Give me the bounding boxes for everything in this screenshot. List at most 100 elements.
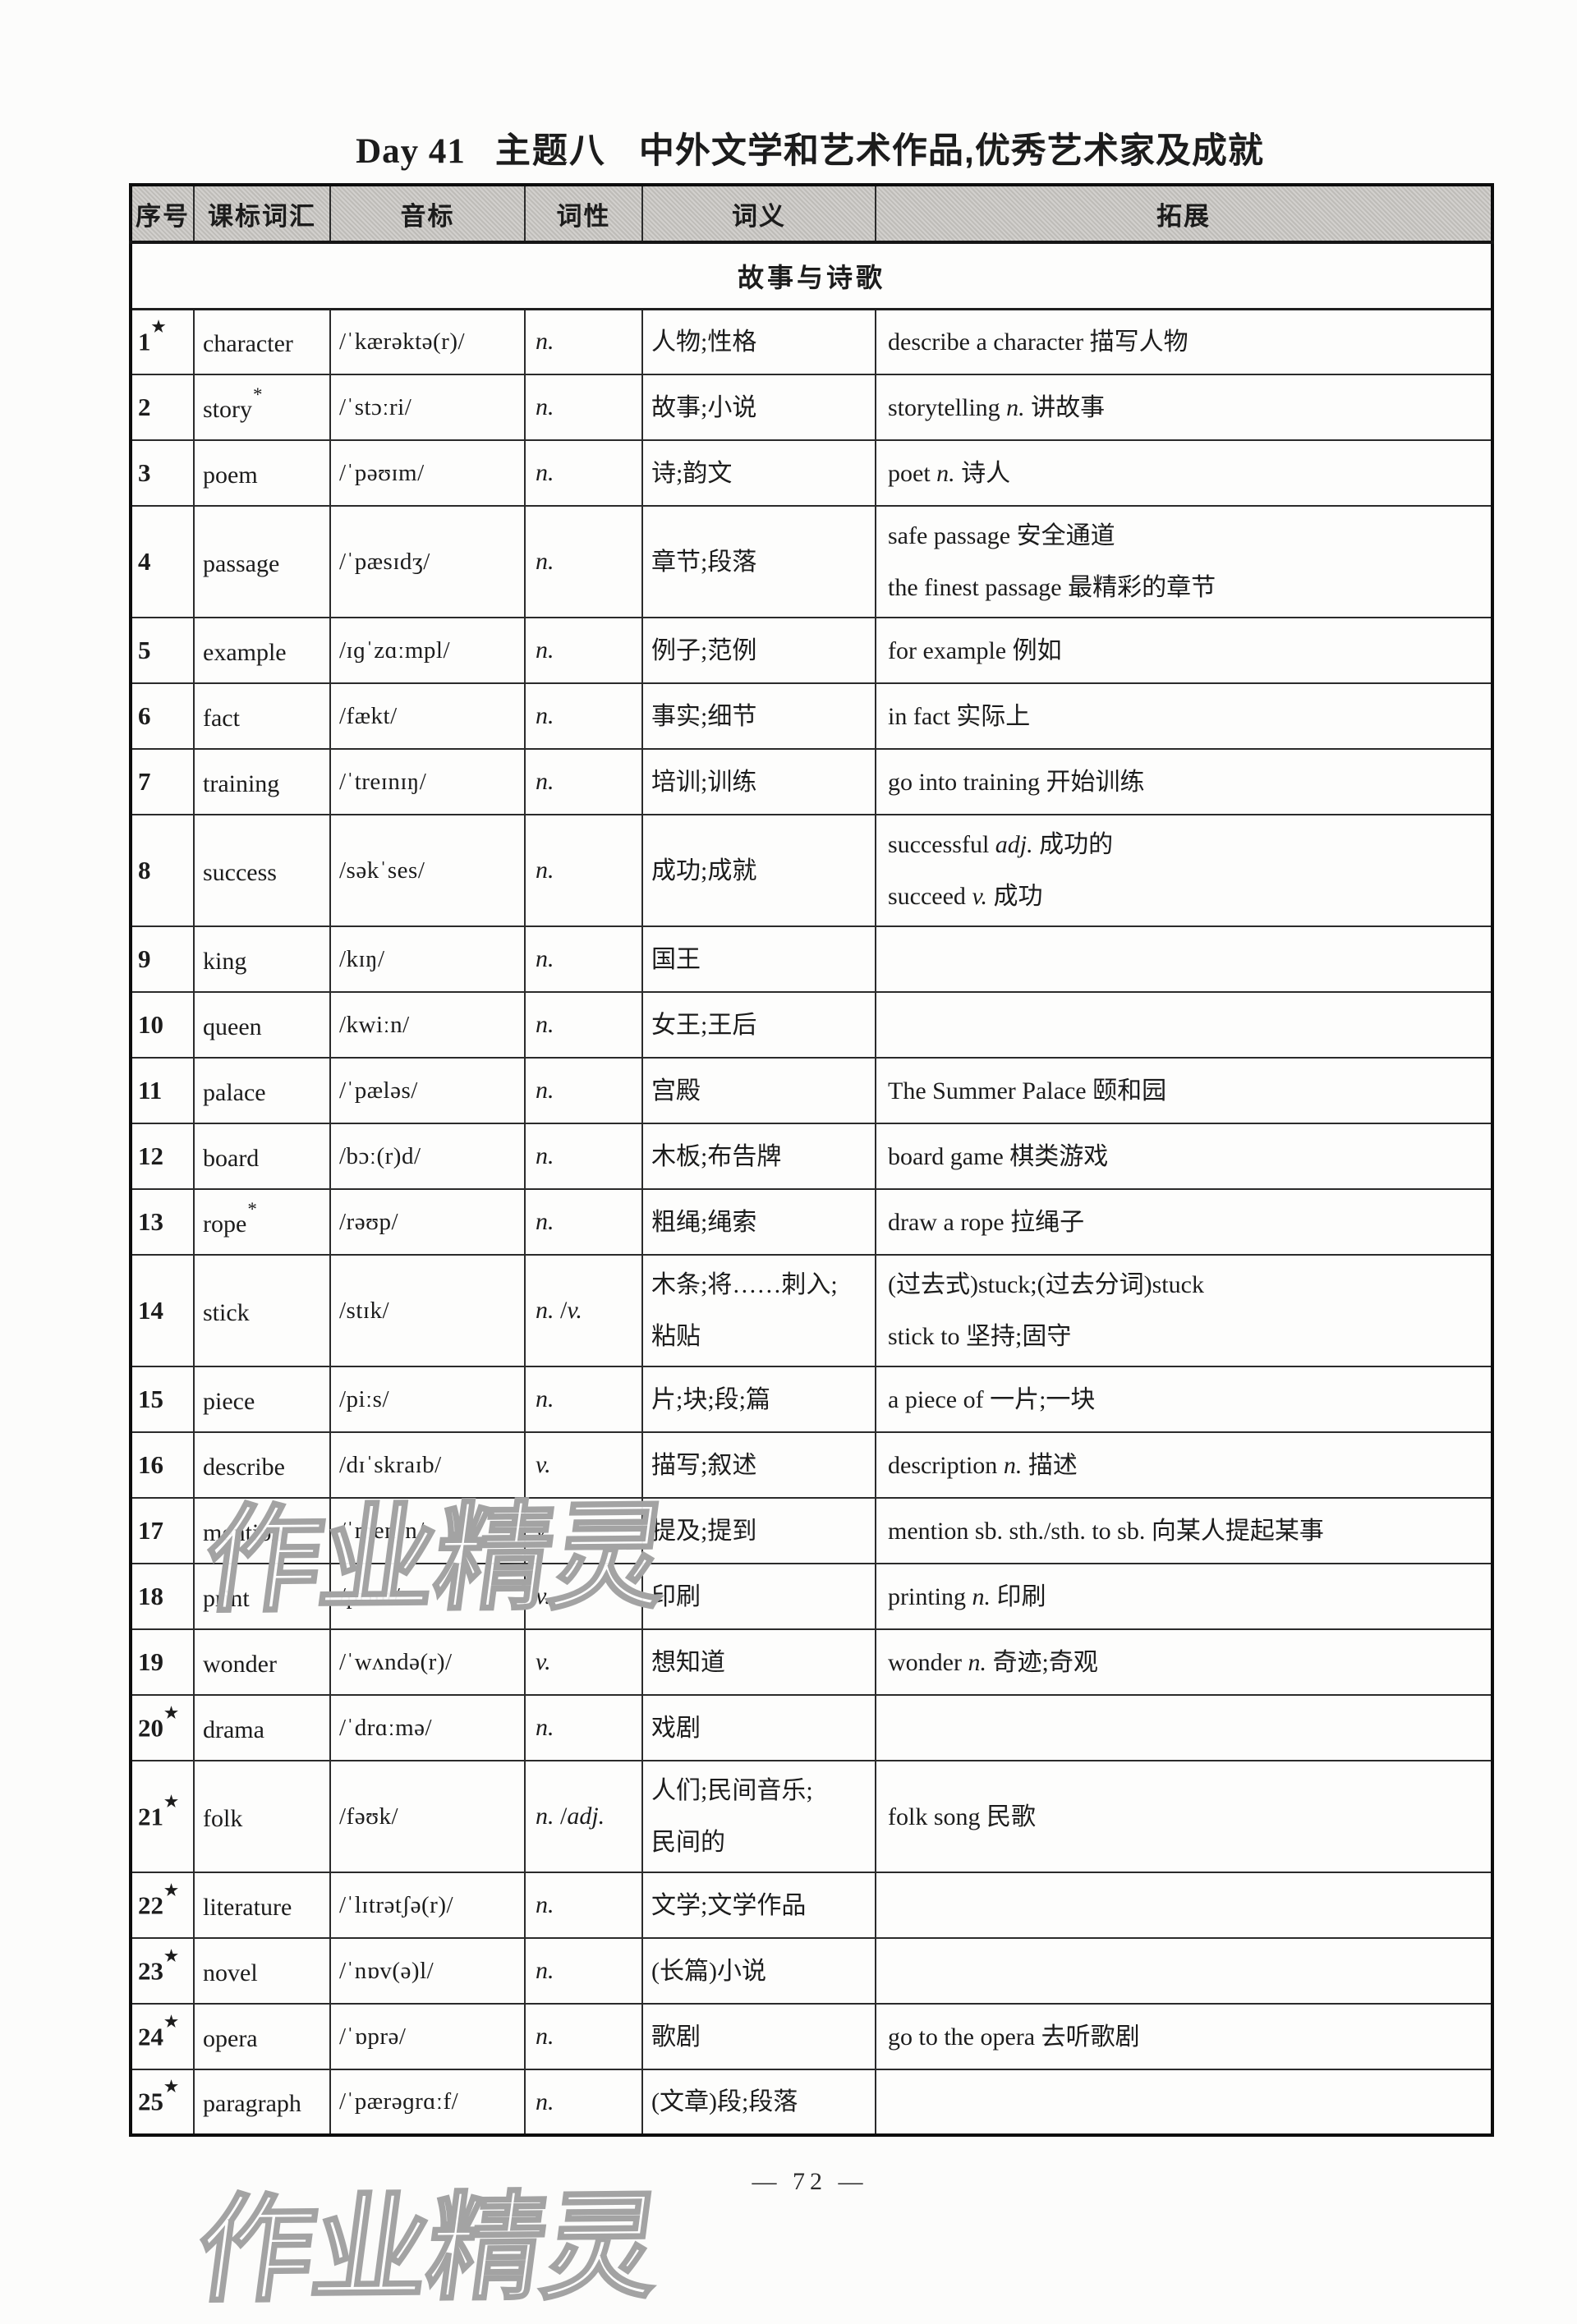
meaning: 粗绳;绳索 xyxy=(641,1188,876,1256)
extension: safe passage 安全通道 the finest passage 最精彩的… xyxy=(875,505,1493,618)
row-number: 9 xyxy=(130,925,195,993)
phonetic: /bɔː(r)d/ xyxy=(329,1123,526,1190)
part-of-speech: n. xyxy=(524,925,643,993)
extension: wonder n. 奇迹;奇观 xyxy=(875,1628,1493,1696)
header-meaning: 词义 xyxy=(641,184,876,244)
phonetic: /ˈstɔːri/ xyxy=(329,374,526,441)
vocab-word: success xyxy=(193,814,331,927)
row-number: 13 xyxy=(130,1188,195,1256)
vocab-word: character xyxy=(193,308,331,375)
vocab-word: print xyxy=(193,1563,331,1630)
phonetic: /piːs/ xyxy=(329,1366,526,1433)
row-number: 22★ xyxy=(130,1872,195,1939)
part-of-speech: n. xyxy=(524,1366,643,1433)
meaning: 木条;将……刺入; 粘贴 xyxy=(641,1254,876,1367)
extension: draw a rope 拉绳子 xyxy=(875,1188,1493,1256)
table-row: 3 poem /ˈpəʊɪm/ n. 诗;韵文 poet n. 诗人 xyxy=(130,439,1493,507)
vocab-word: drama xyxy=(193,1694,331,1761)
page-number: — 72 — xyxy=(752,2168,868,2195)
vocab-word: wonder xyxy=(193,1628,331,1696)
part-of-speech: v. xyxy=(524,1563,643,1630)
table-row: 14 stick /stɪk/ n. /v. 木条;将……刺入; 粘贴 (过去式)… xyxy=(130,1254,1493,1367)
extension: mention sb. sth./sth. to sb. 向某人提起某事 xyxy=(875,1497,1493,1564)
meaning: 女王;王后 xyxy=(641,991,876,1059)
section-title-row: 故事与诗歌 xyxy=(130,241,1493,310)
table-row: 24★ opera /ˈɒprə/ n. 歌剧 go to the opera … xyxy=(130,2003,1493,2070)
table-row: 2 story* /ˈstɔːri/ n. 故事;小说 storytelling… xyxy=(130,374,1493,441)
part-of-speech: n. xyxy=(524,439,643,507)
extension xyxy=(875,2069,1493,2136)
phonetic: /ˈmenʃn/ xyxy=(329,1497,526,1564)
part-of-speech: n. xyxy=(524,505,643,618)
vocab-word: queen xyxy=(193,991,331,1059)
vocab-word: literature xyxy=(193,1872,331,1939)
part-of-speech: v. xyxy=(524,1497,643,1564)
row-number: 12 xyxy=(130,1123,195,1190)
table-row: 17 mention /ˈmenʃn/ v. 提及;提到 mention sb.… xyxy=(130,1497,1493,1564)
meaning: 故事;小说 xyxy=(641,374,876,441)
meaning: 人物;性格 xyxy=(641,308,876,375)
meaning: (文章)段;段落 xyxy=(641,2069,876,2136)
vocab-word: training xyxy=(193,748,331,815)
row-number: 10 xyxy=(130,991,195,1059)
table-row: 4 passage /ˈpæsɪdʒ/ n. 章节;段落 safe passag… xyxy=(130,505,1493,618)
header-pos: 词性 xyxy=(524,184,643,244)
extension xyxy=(875,1872,1493,1939)
part-of-speech: n. /v. xyxy=(524,1254,643,1367)
part-of-speech: n. xyxy=(524,814,643,927)
extension: describe a character 描写人物 xyxy=(875,308,1493,375)
row-number: 1★ xyxy=(130,308,195,375)
phonetic: /ˈtreɪnɪŋ/ xyxy=(329,748,526,815)
extension: description n. 描述 xyxy=(875,1431,1493,1499)
part-of-speech: v. xyxy=(524,1431,643,1499)
extension: (过去式)stuck;(过去分词)stuck stick to 坚持;固守 xyxy=(875,1254,1493,1367)
row-number: 23★ xyxy=(130,1937,195,2005)
row-number: 17 xyxy=(130,1497,195,1564)
extension: a piece of 一片;一块 xyxy=(875,1366,1493,1433)
row-number: 3 xyxy=(130,439,195,507)
meaning: 片;块;段;篇 xyxy=(641,1366,876,1433)
table-row: 23★ novel /ˈnɒv(ə)l/ n. (长篇)小说 xyxy=(130,1937,1493,2005)
extension: successful adj. 成功的 succeed v. 成功 xyxy=(875,814,1493,927)
meaning: 提及;提到 xyxy=(641,1497,876,1564)
extension: folk song 民歌 xyxy=(875,1760,1493,1873)
vocab-word: poem xyxy=(193,439,331,507)
part-of-speech: n. xyxy=(524,1188,643,1256)
part-of-speech: n. xyxy=(524,374,643,441)
row-number: 19 xyxy=(130,1628,195,1696)
vocab-word: mention xyxy=(193,1497,331,1564)
vocab-word: passage xyxy=(193,505,331,618)
row-number: 8 xyxy=(130,814,195,927)
phonetic: /ˈnɒv(ə)l/ xyxy=(329,1937,526,2005)
meaning: 章节;段落 xyxy=(641,505,876,618)
title-topic-label: 主题八 xyxy=(494,131,606,171)
phonetic: /rəʊp/ xyxy=(329,1188,526,1256)
title-day-label: Day 41 xyxy=(356,132,466,171)
meaning: 国王 xyxy=(641,925,876,993)
table-row: 19 wonder /ˈwʌndə(r)/ v. 想知道 wonder n. 奇… xyxy=(130,1628,1493,1696)
table-row: 10 queen /kwiːn/ n. 女王;王后 xyxy=(130,991,1493,1059)
part-of-speech: n. xyxy=(524,1694,643,1761)
meaning: 歌剧 xyxy=(641,2003,876,2070)
phonetic: /ˈkærəktə(r)/ xyxy=(329,308,526,375)
phonetic: /fækt/ xyxy=(329,682,526,750)
extension: The Summer Palace 颐和园 xyxy=(875,1057,1493,1124)
part-of-speech: n. xyxy=(524,1937,643,2005)
meaning: 成功;成就 xyxy=(641,814,876,927)
phonetic: /ˈɒprə/ xyxy=(329,2003,526,2070)
phonetic: /kwiːn/ xyxy=(329,991,526,1059)
part-of-speech: n. xyxy=(524,1123,643,1190)
header-word: 课标词汇 xyxy=(193,184,331,244)
row-number: 24★ xyxy=(130,2003,195,2070)
part-of-speech: n. xyxy=(524,2003,643,2070)
meaning: (长篇)小说 xyxy=(641,1937,876,2005)
phonetic: /ˈpəʊɪm/ xyxy=(329,439,526,507)
row-number: 6 xyxy=(130,682,195,750)
part-of-speech: n. xyxy=(524,617,643,684)
table-row: 16 describe /dɪˈskraɪb/ v. 描写;叙述 descrip… xyxy=(130,1431,1493,1499)
extension: for example 例如 xyxy=(875,617,1493,684)
part-of-speech: n. xyxy=(524,991,643,1059)
phonetic: /ˈwʌndə(r)/ xyxy=(329,1628,526,1696)
row-number: 18 xyxy=(130,1563,195,1630)
vocab-word: king xyxy=(193,925,331,993)
